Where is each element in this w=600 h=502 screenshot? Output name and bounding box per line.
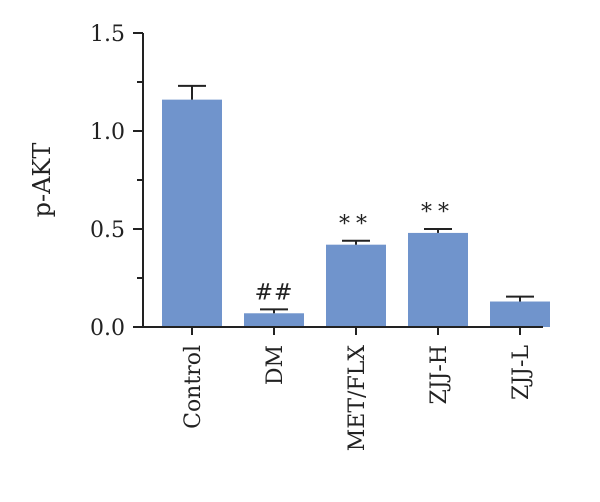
error-bar	[506, 295, 534, 302]
error-bar	[342, 239, 370, 245]
category-label: DM	[263, 345, 288, 385]
y-axis: 0.0 0.5 1.0 1.5	[90, 22, 144, 341]
bar-zjj-h	[408, 232, 468, 327]
y-tick-label: 0.0	[90, 316, 125, 341]
bar-met-flx	[326, 244, 386, 327]
bars-group	[162, 99, 550, 327]
category-label: Control	[181, 345, 206, 429]
error-bar	[260, 308, 288, 314]
category-label: MET/FLX	[345, 345, 370, 452]
bar-control	[162, 99, 222, 327]
y-tick-label: 1.5	[90, 22, 125, 47]
y-axis-title: p-AKT	[28, 143, 56, 218]
y-tick-label: 0.5	[90, 218, 125, 243]
significance-label: **	[421, 200, 455, 225]
error-bars-group	[178, 84, 534, 314]
error-bar	[178, 84, 206, 100]
bar-dm	[244, 313, 304, 327]
significance-label: **	[339, 212, 373, 237]
category-label: ZJJ-L	[509, 345, 534, 400]
annotations-group: ## ** **	[255, 200, 455, 305]
significance-label: ##	[255, 280, 294, 305]
category-label: ZJJ-H	[427, 345, 452, 405]
bar-zjj-l	[490, 301, 550, 327]
error-bar	[424, 228, 452, 233]
x-axis: Control DM MET/FLX ZJJ-H ZJJ-L	[143, 326, 543, 452]
y-tick-label: 1.0	[90, 120, 125, 145]
